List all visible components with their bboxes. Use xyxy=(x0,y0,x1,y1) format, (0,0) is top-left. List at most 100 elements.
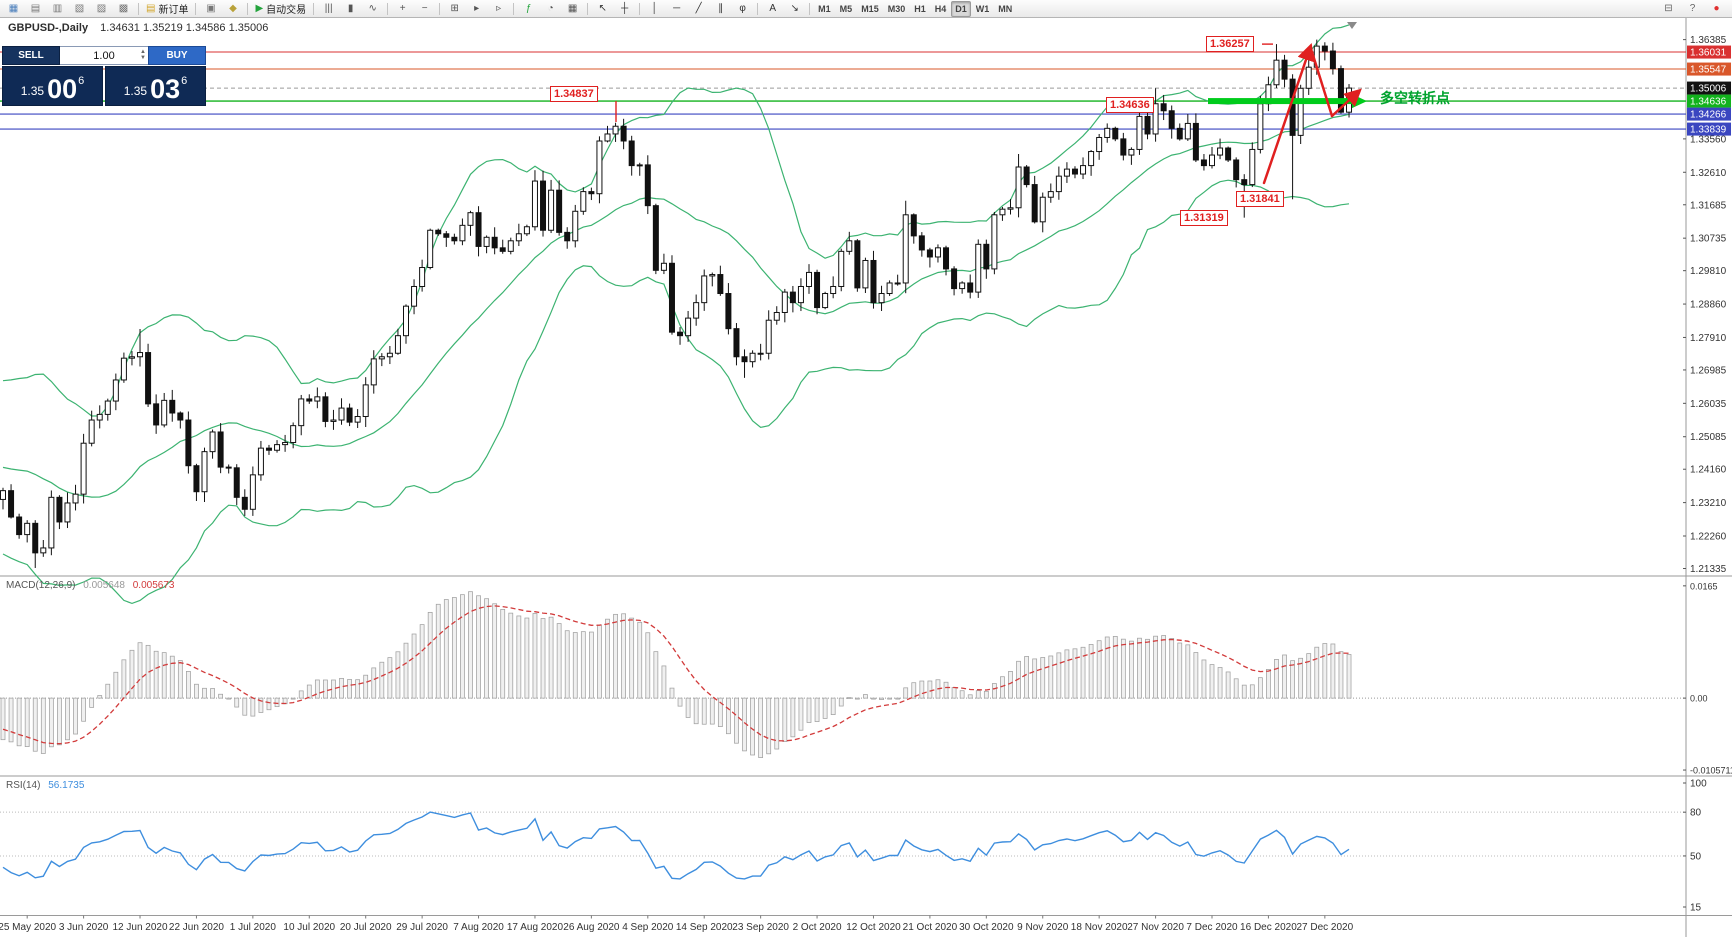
crosshair-icon[interactable]: ┼ xyxy=(614,0,635,17)
autotrading-button: ▶ xyxy=(255,2,264,14)
arrange-windows-icon[interactable]: ⊟ xyxy=(1658,0,1679,17)
indicators-icon[interactable]: ƒ xyxy=(518,0,539,17)
sell-price-tile[interactable]: 1.35 00 6 xyxy=(2,66,103,106)
buy-price-tile[interactable]: 1.35 03 6 xyxy=(105,66,206,106)
market-watch-icon: ▥ xyxy=(52,2,63,14)
price-scale[interactable]: 1.36385 1.33560 1.32610 1.31685 1.30735 1.298… xyxy=(1683,35,1731,575)
volume-stepper[interactable]: ▲ ▼ xyxy=(140,49,146,61)
buy-button[interactable]: BUY xyxy=(148,46,206,65)
buy-price-pips: 03 xyxy=(150,74,181,104)
metaeditor-icon: ◆ xyxy=(229,2,237,14)
autotrading-button[interactable]: ▶ 自动交易 xyxy=(252,0,309,17)
price-annotation: 1.36257 xyxy=(1206,36,1254,53)
volume-value: 1.00 xyxy=(93,49,115,62)
svg-text:1.22260: 1.22260 xyxy=(1690,531,1727,542)
new-chart-icon[interactable]: ▦ xyxy=(3,0,24,17)
timeframe-button-D1[interactable]: D1 xyxy=(951,0,971,17)
timeframe-button-M15[interactable]: M15 xyxy=(861,3,879,14)
toolbar-separator xyxy=(513,2,515,15)
macd-name: MACD(12,26,9) xyxy=(6,580,76,591)
timeframe-button-W1[interactable]: W1 xyxy=(975,3,990,14)
line-chart-icon[interactable]: ∿ xyxy=(362,0,383,17)
new-chart-icon: ▦ xyxy=(8,2,19,14)
trendline-icon: ╱ xyxy=(695,2,702,14)
bar-chart-icon[interactable]: ||| xyxy=(318,0,339,17)
svg-text:1.36385: 1.36385 xyxy=(1690,35,1727,46)
help-icon: ? xyxy=(1689,2,1696,14)
new-order-button[interactable]: ▤ 新订单 xyxy=(143,0,191,17)
svg-text:1.28860: 1.28860 xyxy=(1690,300,1727,311)
svg-text:0.00: 0.00 xyxy=(1690,694,1708,704)
svg-text:1.34636: 1.34636 xyxy=(1690,97,1727,108)
date-label: 23 Sep 2020 xyxy=(732,922,789,933)
strategy-tester-icon: ▣ xyxy=(206,2,216,14)
trendline-icon[interactable]: ╱ xyxy=(688,0,709,17)
auto-scroll-icon[interactable]: ▸ xyxy=(466,0,487,17)
volume-input[interactable]: 1.00 ▲ ▼ xyxy=(60,46,148,65)
svg-text:1.26985: 1.26985 xyxy=(1690,365,1727,376)
toolbar-separator xyxy=(387,2,389,15)
arrows-icon[interactable]: ↘ xyxy=(784,0,805,17)
sell-price-frac: 6 xyxy=(78,75,85,87)
zoom-out-icon[interactable]: − xyxy=(414,0,435,17)
macd-signal-value: 0.005673 xyxy=(132,580,175,591)
buy-price-base: 1.35 xyxy=(123,84,148,98)
timeframe-button-H1[interactable]: H1 xyxy=(914,3,926,14)
autotrading-button-label: 自动交易 xyxy=(266,5,307,16)
macd-value: 0.005648 xyxy=(83,580,125,591)
symbol-period-label: GBPUSD-,Daily xyxy=(8,22,89,34)
chart-drawings xyxy=(615,43,1367,185)
new-order-button-label: 新订单 xyxy=(158,5,189,16)
panel-frame xyxy=(0,18,1732,937)
timeframe-button-MN[interactable]: MN xyxy=(998,3,1013,14)
vertical-line-icon[interactable]: │ xyxy=(644,0,665,17)
timeframe-button-M30[interactable]: M30 xyxy=(887,3,906,14)
arrows-icon: ↘ xyxy=(790,2,799,14)
channel-icon[interactable]: ∥ xyxy=(710,0,731,17)
svg-text:1.32610: 1.32610 xyxy=(1690,168,1727,179)
svg-text:1.21335: 1.21335 xyxy=(1690,564,1727,575)
trend-arrow xyxy=(1310,50,1334,118)
tile-windows-icon[interactable]: ⊞ xyxy=(444,0,465,17)
time-axis[interactable]: 25 May 2020 3 Jun 2020 12 Jun 2020 22 Jun 2… xyxy=(0,915,1354,934)
notification-icon[interactable]: ● xyxy=(1706,0,1727,17)
channel-icon: ∥ xyxy=(718,2,724,14)
navigator-icon[interactable]: ▨ xyxy=(91,0,112,17)
strategy-tester-icon[interactable]: ▣ xyxy=(200,0,221,17)
horizontal-line-icon[interactable]: ─ xyxy=(666,0,687,17)
fibonacci-icon[interactable]: φ xyxy=(732,0,753,17)
toolbar-separator xyxy=(757,2,759,15)
fibonacci-icon: φ xyxy=(739,2,746,14)
navigator-icon: ▨ xyxy=(96,2,107,14)
timeframe-button-M5[interactable]: M5 xyxy=(839,3,853,14)
cursor-icon: ↖ xyxy=(598,2,607,14)
candlestick-chart-icon[interactable]: ▮ xyxy=(340,0,361,17)
svg-text:1.31685: 1.31685 xyxy=(1690,200,1727,211)
sell-button[interactable]: SELL xyxy=(2,46,60,65)
svg-text:1.27910: 1.27910 xyxy=(1690,333,1727,344)
rsi-indicator: 100 80 50 15 xyxy=(0,779,1707,914)
templates-icon: ▦ xyxy=(567,2,578,14)
timeframe-button-H4[interactable]: H4 xyxy=(934,3,947,14)
trend-arrow xyxy=(1262,43,1315,185)
chart-shift-icon[interactable]: ▹ xyxy=(488,0,509,17)
profiles-icon[interactable]: ▤ xyxy=(25,0,46,17)
date-label: 27 Nov 2020 xyxy=(1127,922,1184,933)
date-label: 10 Jul 2020 xyxy=(283,922,335,933)
text-label-icon: A xyxy=(769,2,776,14)
help-icon[interactable]: ? xyxy=(1682,0,1703,17)
date-label: 30 Oct 2020 xyxy=(959,922,1014,933)
zoom-in-icon[interactable]: + xyxy=(392,0,413,17)
templates-icon[interactable]: ▦ xyxy=(562,0,583,17)
periods-icon[interactable]: ◔ xyxy=(540,0,561,17)
cursor-icon[interactable]: ↖ xyxy=(592,0,613,17)
toolbar-separator xyxy=(313,2,315,15)
metaeditor-icon[interactable]: ◆ xyxy=(222,0,243,17)
market-watch-icon[interactable]: ▥ xyxy=(47,0,68,17)
svg-text:1.33560: 1.33560 xyxy=(1690,134,1727,145)
text-label-icon[interactable]: A xyxy=(762,0,783,17)
timeframe-button-M1[interactable]: M1 xyxy=(818,3,831,14)
terminal-icon[interactable]: ▩ xyxy=(113,0,134,17)
data-window-icon[interactable]: ▧ xyxy=(69,0,90,17)
